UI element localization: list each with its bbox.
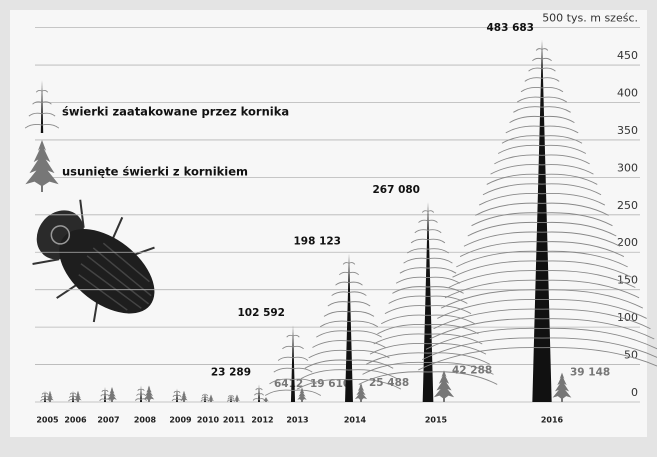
attacked-value-label: 23 289	[211, 367, 251, 379]
attacked-value-label: 483 683	[487, 22, 535, 34]
removed-value-label: 39 148	[570, 367, 610, 379]
x-tick-label: 2010	[197, 416, 220, 425]
y-tick-label: 500 tys. m sześc.	[542, 12, 638, 25]
x-tick-label: 2011	[223, 416, 246, 425]
y-tick-label: 400	[617, 86, 638, 99]
chart: 050100150200250300350400450500 tys. m sz…	[0, 0, 657, 457]
y-tick-label: 250	[617, 199, 638, 212]
x-tick-label: 2007	[97, 416, 119, 425]
y-tick-label: 300	[617, 161, 638, 174]
x-tick-label: 2014	[344, 416, 367, 425]
x-tick-label: 2012	[251, 416, 273, 425]
x-tick-label: 2009	[169, 416, 192, 425]
x-tick-label: 2005	[36, 416, 59, 425]
attacked-value-label: 198 123	[294, 236, 342, 248]
legend-label: usunięte świerki z kornikiem	[62, 165, 248, 179]
x-tick-label: 2006	[64, 416, 87, 425]
legend-label: świerki zaatakowane przez kornika	[62, 105, 289, 119]
y-tick-label: 350	[617, 124, 638, 137]
attacked-value-label: 267 080	[373, 184, 421, 196]
y-tick-label: 450	[617, 49, 638, 62]
x-tick-label: 2016	[541, 416, 564, 425]
removed-value-label: 42 288	[452, 364, 492, 376]
removed-value-label: 25 488	[369, 377, 409, 389]
y-tick-label: 50	[624, 349, 638, 362]
panel	[10, 10, 647, 437]
y-tick-label: 200	[617, 236, 638, 249]
x-tick-label: 2013	[286, 416, 308, 425]
y-tick-label: 0	[631, 386, 638, 399]
x-tick-label: 2008	[134, 416, 157, 425]
x-tick-label: 2015	[425, 416, 448, 425]
attacked-value-label: 102 592	[238, 307, 286, 319]
